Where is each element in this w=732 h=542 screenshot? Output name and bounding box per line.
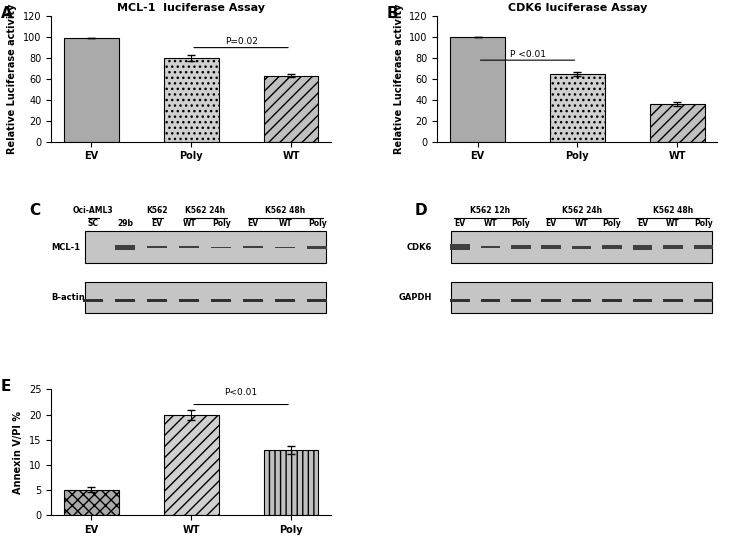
Bar [275,299,295,302]
Bar [602,245,622,249]
Text: Poly: Poly [602,219,621,228]
Text: WT: WT [278,219,292,228]
Bar [511,246,531,249]
Y-axis label: Relative Luciferase activity: Relative Luciferase activity [394,4,404,154]
Bar [147,299,167,302]
Y-axis label: Relative Luciferase activity: Relative Luciferase activity [7,4,18,154]
Bar [83,299,103,302]
Bar [550,74,605,141]
Text: WT: WT [182,219,196,228]
Text: SC: SC [88,219,99,228]
Title: CDK6 luciferase Assay: CDK6 luciferase Assay [508,3,647,12]
Text: P=0.02: P=0.02 [225,37,258,46]
Bar [307,299,327,302]
Bar [147,246,167,248]
Bar [480,299,500,302]
Text: Poly: Poly [694,219,713,228]
Bar [650,104,705,141]
Bar [179,299,199,302]
Bar [307,246,327,249]
Text: K562 48h: K562 48h [653,207,693,215]
Text: EV: EV [247,219,258,228]
Text: EV: EV [637,219,648,228]
Bar [85,231,326,263]
Text: 29b: 29b [117,219,133,228]
Text: Poly: Poly [307,219,326,228]
Text: K562: K562 [146,207,168,215]
Bar [663,246,683,249]
Bar [572,246,591,249]
Text: P<0.01: P<0.01 [225,388,258,397]
Text: Poly: Poly [512,219,530,228]
Text: CDK6: CDK6 [406,243,432,252]
Bar [450,37,505,141]
Bar [116,299,135,302]
Text: Oci-AML3: Oci-AML3 [73,207,113,215]
Bar [243,246,263,248]
Bar [694,299,713,302]
Bar [602,299,622,302]
Bar [212,247,231,248]
Text: E: E [1,379,11,395]
Title: MCL-1  luciferase Assay: MCL-1 luciferase Assay [117,3,265,12]
Bar [116,245,135,250]
Bar [264,450,318,515]
Text: C: C [29,203,40,218]
Text: MCL-1: MCL-1 [51,243,81,252]
Bar [663,299,683,302]
Bar [85,281,326,313]
Bar [694,246,713,249]
Text: K562 24h: K562 24h [561,207,602,215]
Bar [542,246,561,249]
Bar [179,246,199,248]
Bar [632,299,652,302]
Text: K562 24h: K562 24h [185,207,225,215]
Text: Poly: Poly [212,219,231,228]
Text: GAPDH: GAPDH [398,293,432,302]
Bar [511,299,531,302]
Bar [275,247,295,248]
Bar [450,299,470,302]
Text: WT: WT [575,219,589,228]
Text: WT: WT [483,219,497,228]
Text: P <0.01: P <0.01 [509,49,545,59]
Bar [243,299,263,302]
Text: D: D [415,203,427,218]
Bar [452,281,712,313]
Bar [480,246,500,248]
Bar [632,245,652,250]
Bar [452,231,712,263]
Text: B: B [387,6,399,21]
Text: WT: WT [666,219,680,228]
Text: K562 12h: K562 12h [470,207,510,215]
Bar [264,76,318,141]
Text: EV: EV [455,219,466,228]
Bar [542,299,561,302]
Bar [64,490,119,515]
Text: A: A [1,6,12,21]
Bar [450,244,470,250]
Text: EV: EV [545,219,557,228]
Bar [212,299,231,302]
Bar [64,38,119,141]
Bar [572,299,591,302]
Bar [164,58,219,141]
Text: EV: EV [152,219,163,228]
Text: K562 48h: K562 48h [265,207,305,215]
Y-axis label: Annexin V/PI %: Annexin V/PI % [13,411,23,494]
Text: B-actin: B-actin [51,293,85,302]
Bar [164,415,219,515]
